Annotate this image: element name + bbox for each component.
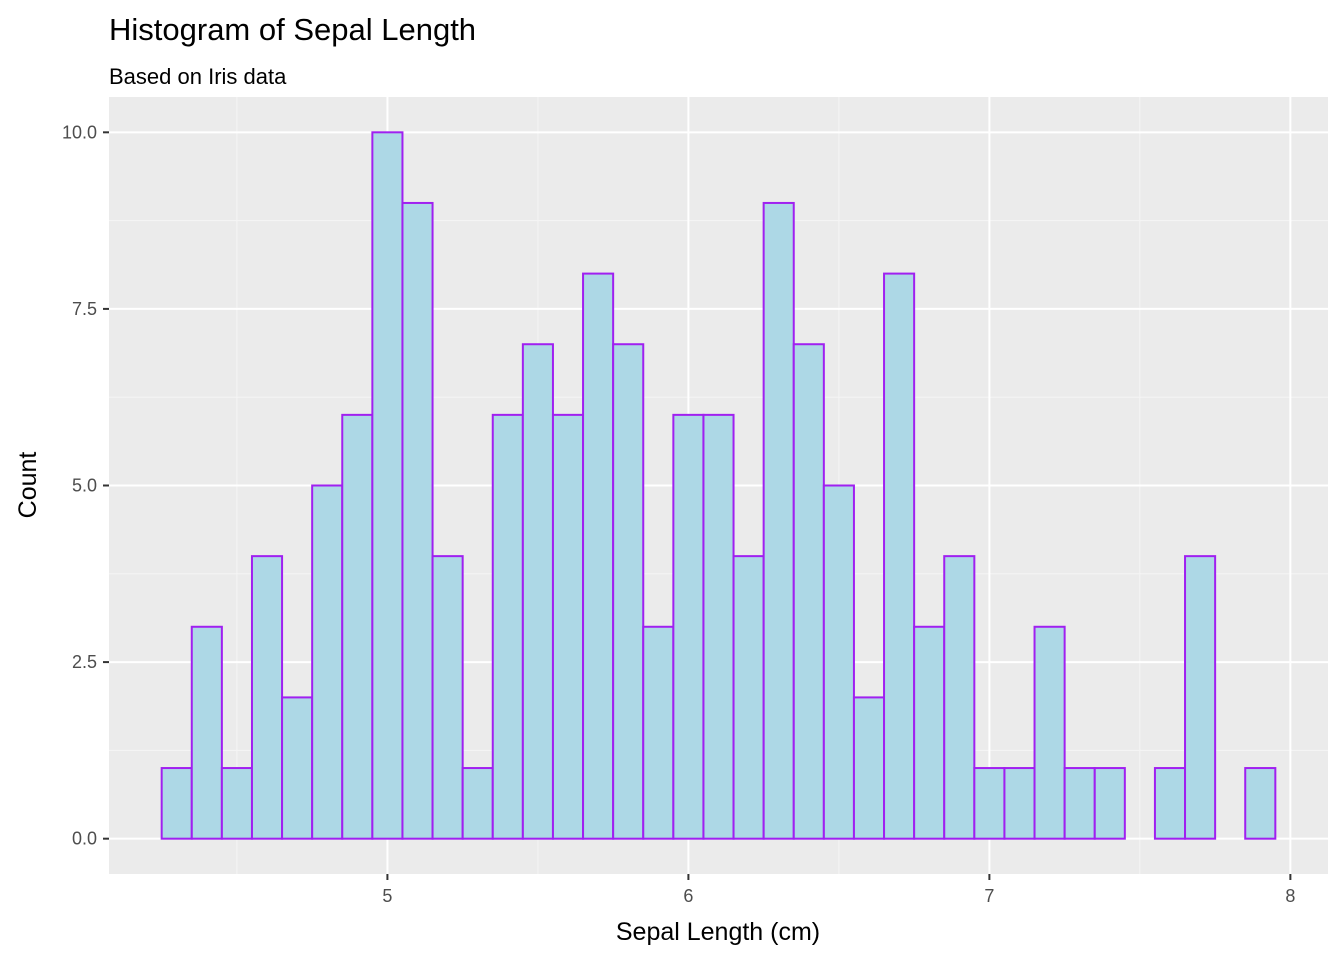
histogram-bar: [702, 413, 735, 840]
x-axis: 5 6 7 8: [382, 874, 1295, 906]
histogram-bar: [1153, 767, 1187, 840]
histogram-bar: [521, 343, 554, 840]
y-tick-label: 2.5: [72, 652, 97, 672]
histogram-bar: [431, 555, 464, 840]
histogram-bar: [792, 343, 825, 840]
histogram-bar: [281, 696, 314, 840]
histogram-bar: [1244, 767, 1277, 840]
histogram-bar: [220, 767, 253, 840]
histogram-bar: [341, 413, 374, 840]
histogram-bar: [642, 625, 675, 840]
histogram-bars: [160, 131, 1277, 840]
plot-panel: [109, 97, 1328, 874]
histogram-bar: [612, 343, 645, 840]
histogram-bar: [672, 413, 705, 840]
histogram-bar: [250, 555, 284, 840]
y-axis: 0.0 2.5 5.0 7.5 10.0: [62, 122, 109, 849]
x-axis-title: Sepal Length (cm): [616, 918, 820, 946]
y-tick-label: 10.0: [62, 122, 97, 142]
histogram-bar: [160, 767, 193, 840]
y-tick-label: 5.0: [72, 476, 97, 496]
histogram-bar: [311, 484, 344, 840]
histogram-bar: [582, 272, 615, 840]
x-tick-label: 6: [683, 886, 693, 906]
histogram-bar: [1003, 767, 1036, 840]
histogram-bar: [491, 413, 524, 840]
x-tick-label: 7: [984, 886, 994, 906]
histogram-bar: [1093, 767, 1126, 840]
chart-subtitle: Based on Iris data: [109, 64, 287, 89]
histogram-bar: [1063, 767, 1096, 840]
x-tick-label: 8: [1285, 886, 1295, 906]
histogram-bar: [1033, 625, 1066, 840]
x-tick-label: 5: [382, 886, 392, 906]
histogram-bar: [762, 201, 795, 840]
histogram-bar: [732, 555, 765, 840]
histogram-bar: [913, 625, 946, 840]
histogram-bar: [883, 272, 916, 840]
histogram-bar: [973, 767, 1006, 840]
histogram-bar: [852, 696, 886, 840]
histogram-bar: [371, 131, 404, 840]
histogram-bar: [822, 484, 855, 840]
histogram-bar: [190, 625, 223, 840]
histogram-bar: [461, 767, 494, 840]
histogram-bar: [1184, 555, 1217, 840]
histogram-bar: [551, 413, 585, 840]
y-axis-title: Count: [14, 452, 42, 519]
y-tick-label: 0.0: [72, 829, 97, 849]
histogram-bar: [401, 201, 434, 840]
chart-title: Histogram of Sepal Length: [109, 12, 476, 47]
y-tick-label: 7.5: [72, 299, 97, 319]
histogram-bar: [943, 555, 976, 840]
